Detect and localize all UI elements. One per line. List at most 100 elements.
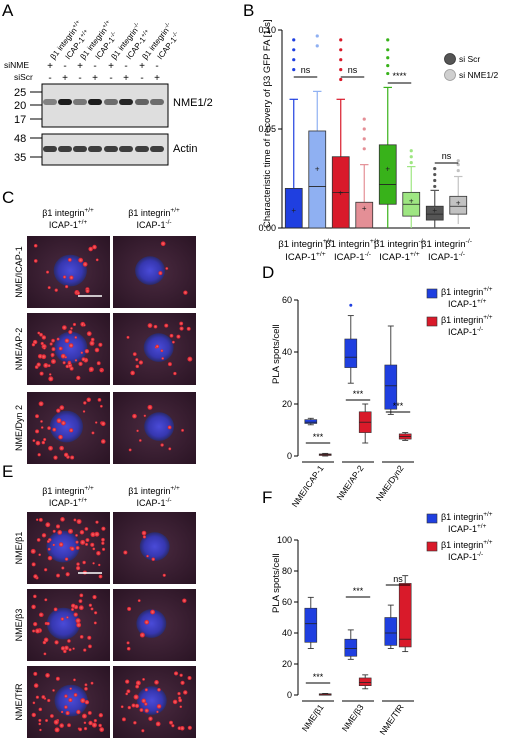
nucleus: [49, 410, 83, 443]
micrograph: [113, 313, 196, 385]
pla-spot: [76, 519, 82, 525]
pla-spot: [68, 698, 73, 702]
actin-bands: [43, 146, 164, 152]
pla-spot: [74, 336, 78, 339]
f-y-axis-label: PLA spots/cell: [271, 553, 282, 613]
b-x-label-line2: ICAP-1-/-: [334, 251, 371, 263]
pla-spot: [59, 445, 64, 451]
pla-images-e: β1 integrin+/+ICAP-1+/+β1 integrin+/+ICA…: [14, 485, 196, 738]
b-mean-mark: +: [362, 204, 367, 213]
x-category-label: NME/AP-2: [334, 463, 365, 502]
pla-spot: [134, 703, 140, 709]
pla-spot: [162, 573, 166, 577]
nucleus: [46, 530, 80, 563]
pla-spot: [80, 539, 86, 545]
pla-spot: [36, 538, 41, 542]
b-outlier: [315, 44, 319, 48]
pla-spot: [35, 440, 41, 446]
actin-band: [73, 146, 87, 152]
pla-spot: [172, 340, 175, 344]
b-mean-mark: +: [456, 198, 461, 207]
pla-spot: [61, 566, 65, 570]
pla-spot: [30, 548, 36, 554]
sinme-sign: +: [47, 61, 53, 72]
pla-spot: [88, 603, 92, 607]
pla-spot: [67, 361, 72, 366]
pla-spot: [83, 648, 87, 652]
micrograph: [113, 392, 196, 464]
pla-images-c: β1 integrin+/+ICAP-1+/+β1 integrin+/+ICA…: [14, 207, 196, 464]
pla-spot: [43, 346, 46, 350]
pla-spot: [187, 356, 193, 362]
pla-spot: [35, 628, 41, 634]
micrograph: [113, 236, 196, 308]
pla-spot: [131, 703, 136, 708]
pla-spot: [144, 688, 148, 692]
b-box: +: [355, 117, 374, 229]
pla-spot: [125, 679, 130, 684]
col-label-line2: ICAP-1+/+: [49, 219, 88, 230]
b-y-tick: 0.00: [258, 223, 276, 233]
pla-spot: [79, 530, 85, 535]
pla-spot: [79, 635, 84, 639]
b-outlier: [386, 38, 390, 42]
micrograph: [27, 512, 110, 584]
actin-band: [43, 146, 57, 152]
b-significance: ns: [301, 65, 311, 75]
pla-spot: [73, 678, 76, 682]
b-outlier: [339, 58, 343, 62]
y-tick: 60: [282, 597, 292, 607]
pla-spot: [58, 346, 63, 351]
pla-spot: [33, 594, 37, 599]
b-outlier: [339, 38, 343, 42]
pla-spot: [89, 340, 95, 346]
box: [318, 452, 332, 457]
col-label-line1: β1 integrin+/+: [128, 207, 180, 218]
pla-spot: [37, 453, 41, 457]
pla-spot: [64, 694, 68, 698]
col-label-line2: ICAP-1-/-: [136, 219, 171, 230]
pla-spot: [76, 709, 81, 715]
pla-spot: [142, 535, 147, 539]
pla-spot: [183, 690, 188, 695]
nme-band: [104, 99, 118, 105]
pla-spot: [141, 698, 147, 704]
mw-35: 35: [14, 152, 26, 164]
pla-spot: [123, 550, 128, 555]
pla-spot: [179, 705, 183, 709]
pla-spot: [94, 421, 98, 424]
siscr-sign: -: [109, 73, 112, 84]
b-outlier: [433, 172, 437, 177]
legend-swatch: [426, 288, 438, 299]
pla-spot: [99, 404, 103, 408]
panel-letter-f: F: [262, 488, 272, 507]
pla-spot: [52, 543, 56, 547]
sinme-sign: -: [124, 61, 127, 72]
pla-spot: [98, 574, 103, 579]
pla-spot: [56, 337, 60, 341]
pla-spot: [171, 724, 175, 728]
pla-spot: [92, 244, 97, 250]
pla-spot: [78, 727, 83, 732]
pla-spot: [186, 326, 191, 331]
pla-spot: [69, 428, 74, 433]
row-label: NME/Dyn 2: [14, 405, 24, 451]
pla-spot: [68, 329, 73, 335]
panel-letter-e: E: [2, 462, 13, 481]
pla-spot: [92, 547, 96, 551]
pla-spot: [60, 646, 66, 651]
pla-spot: [177, 691, 181, 696]
pla-spot: [52, 689, 55, 692]
y-tick: 40: [282, 347, 292, 357]
pla-spot: [65, 711, 70, 716]
b-x-label-line1: β1 integrin-/-: [374, 238, 425, 250]
b-outlier: [292, 38, 296, 42]
box: [384, 604, 398, 649]
pla-spot: [96, 550, 101, 556]
pla-spot: [63, 275, 67, 279]
b-mean-mark: +: [409, 196, 414, 205]
pla-spot: [169, 333, 174, 338]
pla-spot: [142, 677, 145, 681]
pla-spot: [59, 405, 65, 411]
pla-spot: [46, 270, 50, 274]
